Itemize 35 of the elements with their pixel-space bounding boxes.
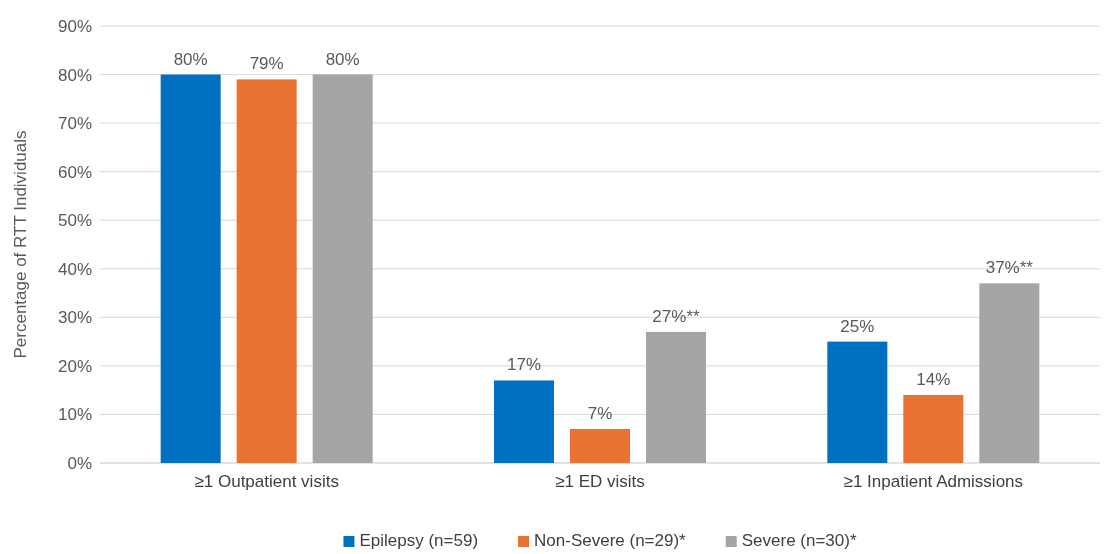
y-axis-title: Percentage of RTT Individuals xyxy=(11,130,30,359)
data-label: 7% xyxy=(587,404,613,424)
y-tick-label: 10% xyxy=(57,405,92,425)
bar xyxy=(160,74,221,463)
y-tick-label: 70% xyxy=(57,114,92,134)
x-tick-label: ≥1 Inpatient Admissions xyxy=(843,472,1024,492)
bar xyxy=(646,331,706,463)
legend-label: Severe (n=30)* xyxy=(741,531,857,550)
data-label: 25% xyxy=(840,316,875,336)
data-label: 27%** xyxy=(652,306,701,326)
bar xyxy=(570,429,630,463)
y-tick-label: 30% xyxy=(57,308,92,328)
data-label: 14% xyxy=(916,370,951,390)
data-label: 80% xyxy=(173,49,208,69)
y-tick-label: 50% xyxy=(57,211,92,231)
y-tick-label: 40% xyxy=(57,259,92,279)
bar xyxy=(236,79,297,463)
bar xyxy=(979,283,1040,463)
y-tick-label: 60% xyxy=(57,162,92,182)
y-tick-label: 80% xyxy=(57,65,92,85)
bar xyxy=(827,341,888,463)
data-label: 17% xyxy=(506,355,542,375)
x-tick-label: ≥1 ED visits xyxy=(555,472,645,492)
bar xyxy=(903,395,964,463)
legend-label: Non-Severe (n=29)* xyxy=(534,531,687,550)
data-label: 37%** xyxy=(985,258,1034,278)
y-tick-label: 20% xyxy=(57,356,92,376)
legend-label: Epilepsy (n=59) xyxy=(359,531,479,550)
data-label: 79% xyxy=(249,54,284,74)
bar xyxy=(312,74,373,463)
bar xyxy=(494,380,554,463)
y-tick-label: 90% xyxy=(57,16,92,36)
data-label: 80% xyxy=(325,49,360,69)
x-tick-label: ≥1 Outpatient visits xyxy=(194,472,339,492)
y-tick-label: 0% xyxy=(67,453,92,473)
